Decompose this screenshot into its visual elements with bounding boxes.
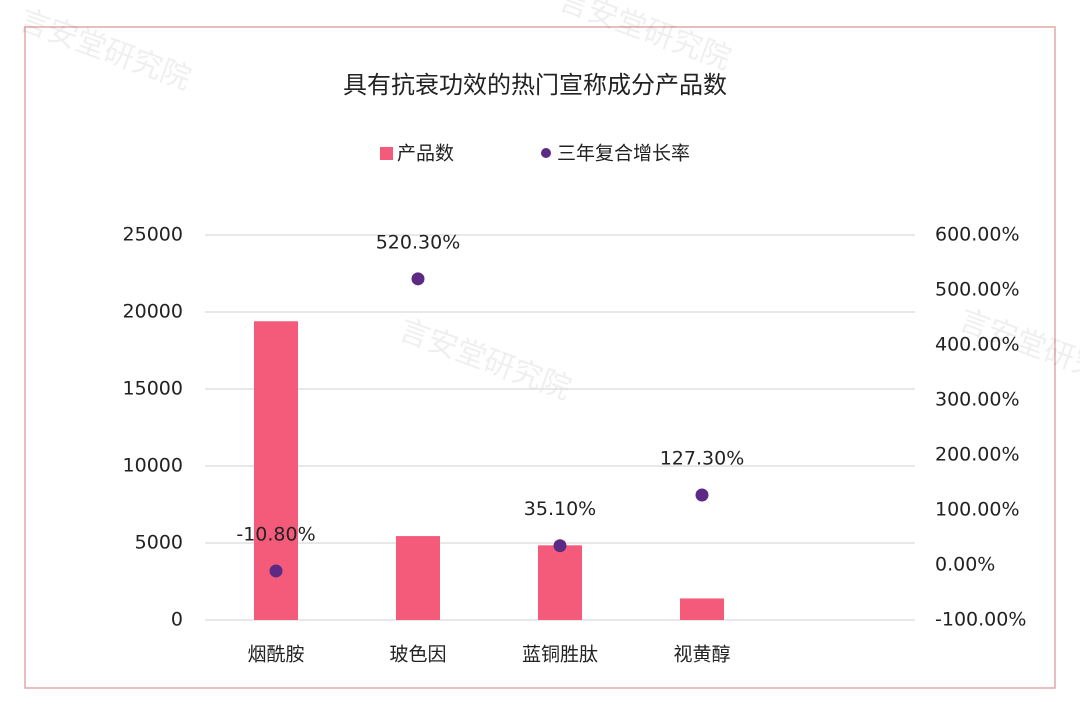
data-label: 35.10% <box>524 498 596 520</box>
legend-swatch <box>380 147 393 160</box>
y2-tick-label: 400.00% <box>935 334 1020 356</box>
y2-tick-label: -100.00% <box>935 609 1026 631</box>
y2-tick-label: 100.00% <box>935 499 1020 521</box>
y-tick-label: 20000 <box>123 301 183 323</box>
data-label: 520.30% <box>376 231 461 253</box>
y2-tick-label: 600.00% <box>935 224 1020 246</box>
y-tick-label: 15000 <box>123 378 183 400</box>
legend-swatch <box>541 148 551 158</box>
y-tick-label: 0 <box>171 609 183 631</box>
point <box>553 539 567 553</box>
x-tick-label: 玻色因 <box>389 644 446 666</box>
chart-title: 具有抗衰功效的热门宣称成分产品数 <box>343 71 727 99</box>
bar <box>680 598 724 620</box>
y2-tick-label: 200.00% <box>935 444 1020 466</box>
point <box>269 564 283 578</box>
watermark: 言安堂研究院 <box>14 3 195 97</box>
x-tick-label: 蓝铜胜肽 <box>522 644 598 666</box>
x-tick-label: 视黄醇 <box>673 644 730 666</box>
data-label: -10.80% <box>236 523 315 545</box>
bar <box>396 536 440 620</box>
y-tick-label: 5000 <box>135 532 183 554</box>
bar <box>538 545 582 620</box>
watermark: 言安堂研究院 <box>554 0 735 77</box>
point <box>695 488 709 502</box>
chart-frame <box>24 26 1056 689</box>
y-tick-label: 25000 <box>123 224 183 246</box>
legend-label: 三年复合增长率 <box>557 143 690 165</box>
point <box>411 272 425 286</box>
y-tick-label: 10000 <box>123 455 183 477</box>
legend-label: 产品数 <box>397 143 454 165</box>
watermark: 言安堂研究院 <box>394 313 575 407</box>
y2-tick-label: 300.00% <box>935 389 1020 411</box>
y2-tick-label: 500.00% <box>935 279 1020 301</box>
x-tick-label: 烟酰胺 <box>247 644 304 666</box>
y2-tick-label: 0.00% <box>935 554 995 576</box>
data-label: 127.30% <box>660 447 745 469</box>
